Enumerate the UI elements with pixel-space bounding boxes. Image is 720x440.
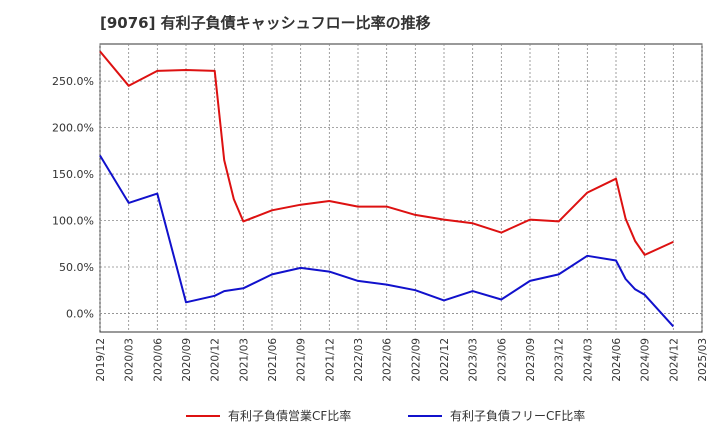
x-tick-label: 2024/09 [640, 338, 652, 382]
y-tick-label: 150.0% [52, 168, 94, 181]
series-line-2 [99, 154, 675, 328]
x-tick-label: 2023/12 [554, 338, 566, 382]
x-tick-label: 2021/06 [267, 338, 279, 382]
series-lines [99, 50, 675, 328]
x-tick-label: 2023/06 [496, 338, 508, 382]
y-tick-label: 250.0% [52, 75, 94, 88]
x-tick-label: 2019/12 [95, 338, 107, 382]
y-tick-label: 0.0% [66, 307, 94, 320]
series-line-1 [99, 50, 674, 256]
x-tick-label: 2021/09 [296, 338, 308, 382]
x-tick-label: 2024/03 [582, 338, 594, 382]
x-tick-label: 2024/12 [668, 338, 680, 382]
grid-lines [99, 44, 703, 332]
x-tick-label: 2021/03 [238, 338, 250, 382]
y-axis-ticks: 0.0% 50.0% 100.0% 150.0% 200.0% 250.0% [52, 75, 94, 320]
chart-title: [9076] 有利子負債キャッシュフロー比率の推移 [100, 14, 431, 32]
x-axis-ticks: 2019/12 2020/03 2020/06 2020/09 2020/12 2021/… [95, 338, 709, 382]
x-tick-label: 2020/03 [124, 338, 136, 382]
x-tick-label: 2022/09 [410, 338, 422, 382]
x-tick-label: 2020/06 [152, 338, 164, 382]
y-tick-label: 50.0% [59, 261, 94, 274]
x-tick-label: 2025/03 [697, 338, 709, 382]
x-tick-label: 2022/12 [439, 338, 451, 382]
plot-area [99, 43, 703, 333]
x-tick-label: 2023/09 [525, 338, 537, 382]
x-tick-label: 2021/12 [324, 338, 336, 382]
x-tick-label: 2022/03 [353, 338, 365, 382]
y-tick-label: 200.0% [52, 122, 94, 135]
x-tick-label: 2020/09 [181, 338, 193, 382]
legend: 有利子負債営業CF比率 有利子負債フリーCF比率 [186, 408, 585, 423]
legend-label-1: 有利子負債営業CF比率 [228, 408, 351, 423]
x-tick-label: 2024/06 [611, 338, 623, 382]
x-tick-label: 2020/12 [210, 338, 222, 382]
x-tick-label: 2022/06 [382, 338, 394, 382]
x-tick-label: 2023/03 [468, 338, 480, 382]
legend-label-2: 有利子負債フリーCF比率 [450, 408, 585, 423]
y-tick-label: 100.0% [52, 215, 94, 228]
